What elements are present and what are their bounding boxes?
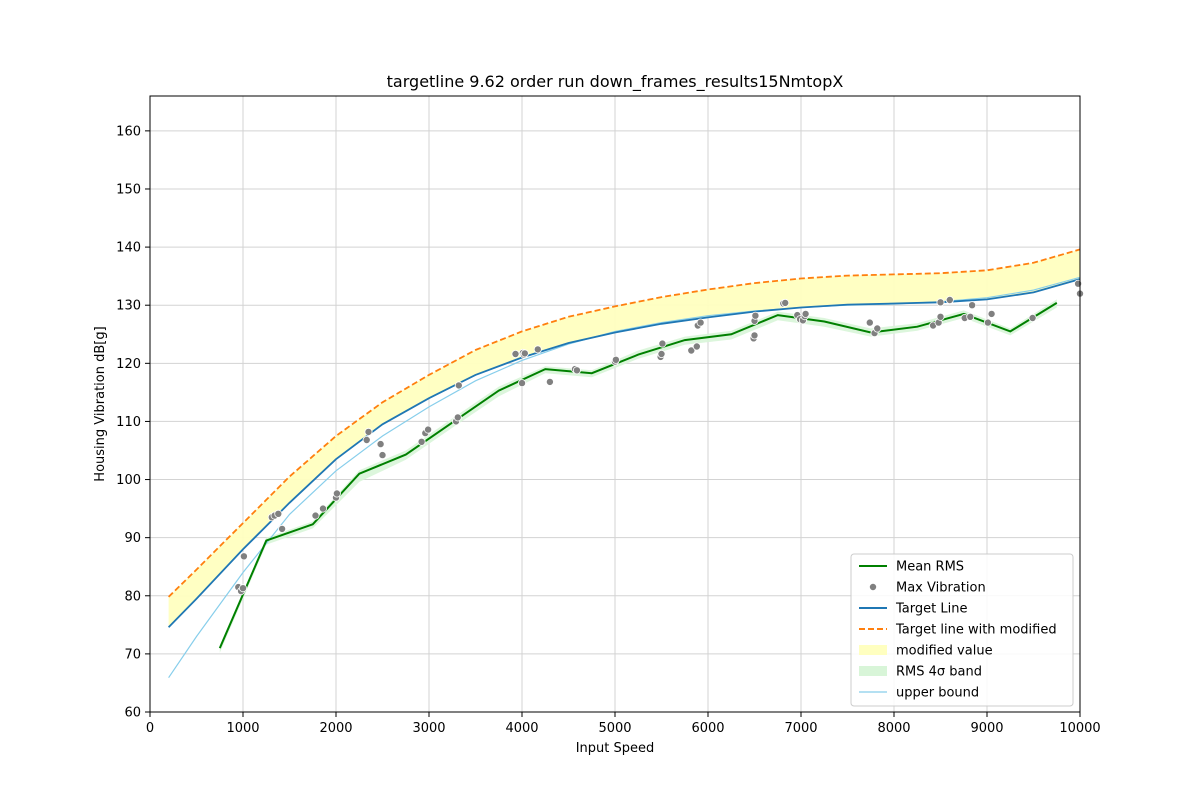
max-vibration-point (936, 298, 945, 307)
bands (168, 249, 1081, 653)
legend-swatch-patch (859, 645, 887, 655)
x-tick-label: 5000 (598, 721, 631, 736)
max-vibration-point (545, 377, 554, 386)
y-tick-label: 140 (116, 241, 141, 256)
x-tick-label: 1000 (226, 721, 259, 736)
max-vibration-point (518, 379, 527, 388)
max-vibration-point (332, 489, 341, 498)
modified-value-band (168, 249, 1081, 628)
y-tick-label: 60 (124, 706, 141, 721)
x-tick-label: 10000 (1059, 721, 1100, 736)
max-vibration-point (1028, 313, 1037, 322)
legend-label: Max Vibration (896, 581, 986, 596)
max-vibration-point (511, 349, 520, 358)
legend-swatch-marker (869, 583, 878, 592)
max-vibration-point (318, 504, 327, 513)
max-vibration-point (987, 309, 996, 318)
y-tick-label: 90 (124, 531, 141, 546)
x-tick-label: 2000 (319, 721, 352, 736)
x-tick-label: 9000 (970, 721, 1003, 736)
mean-rms-line (218, 302, 1058, 649)
x-tick-label: 7000 (784, 721, 817, 736)
max-vibration-point (968, 301, 977, 310)
x-tick-label: 0 (146, 721, 154, 736)
legend: Mean RMS Max Vibration Target Line Target l… (850, 553, 1074, 707)
max-vibration-point (696, 318, 705, 327)
x-tick-label: 8000 (877, 721, 910, 736)
chart-title: targetline 9.62 order run down_frames_re… (387, 72, 844, 92)
max-vibration-point (1074, 279, 1083, 288)
y-tick-label: 130 (116, 299, 141, 314)
legend-label: Target line with modified (895, 623, 1057, 638)
max-vibration-point (658, 339, 667, 348)
max-vibration-point (453, 413, 462, 422)
y-tick-label: 100 (116, 473, 141, 488)
max-vibration-point (945, 295, 954, 304)
y-tick-label: 70 (124, 647, 141, 662)
legend-label: modified value (896, 644, 993, 659)
max-vibration-point (657, 349, 666, 358)
max-vibration-point (311, 511, 320, 520)
y-tick-label: 110 (116, 415, 141, 430)
max-vibration-point (362, 435, 371, 444)
max-vibration-point (983, 318, 992, 327)
max-vibration-point (873, 324, 882, 333)
max-vibration-point (364, 427, 373, 436)
target-line-modified (167, 248, 1081, 598)
legend-label: RMS 4σ band (896, 665, 982, 680)
x-axis-ticks: 0 1000 2000 3000 4000 5000 6000 7000 8000 9000 100… (146, 712, 1101, 736)
max-vibration-point (520, 349, 529, 358)
legend-label: upper bound (896, 686, 979, 701)
max-vibration-point (238, 584, 247, 593)
y-axis-label: Housing Vibration dB[g] (93, 326, 108, 481)
legend-box (850, 553, 1074, 707)
legend-label: Target Line (895, 602, 967, 617)
max-vibration-point (750, 331, 759, 340)
max-vibration-point (417, 437, 426, 446)
max-vibration-point (376, 440, 385, 449)
y-tick-label: 120 (116, 357, 141, 372)
x-tick-label: 3000 (412, 721, 445, 736)
y-axis-ticks: 60 70 80 90 100 110 120 130 140 150 160 (116, 124, 150, 721)
max-vibration-point (454, 381, 463, 390)
max-vibration-point (801, 309, 810, 318)
max-vibration-point (687, 346, 696, 355)
legend-label: Mean RMS (896, 560, 964, 575)
lines (167, 248, 1081, 679)
y-tick-label: 80 (124, 589, 141, 604)
max-vibration-point (966, 312, 975, 321)
max-vibration-point (424, 425, 433, 434)
max-vibration-point (781, 298, 790, 307)
max-vibration-point (533, 345, 542, 354)
scatter-points (234, 279, 1085, 596)
max-vibration-point (936, 312, 945, 321)
max-vibration-point (274, 509, 283, 518)
max-vibration-point (611, 355, 620, 364)
max-vibration-point (692, 342, 701, 351)
y-tick-label: 150 (116, 182, 141, 197)
x-tick-label: 6000 (691, 721, 724, 736)
max-vibration-point (378, 451, 387, 460)
max-vibration-point (751, 311, 760, 320)
max-vibration-point (239, 552, 248, 561)
target-line (167, 278, 1081, 628)
x-axis-label: Input Speed (576, 741, 655, 756)
max-vibration-point (278, 524, 287, 533)
legend-swatch-patch (859, 666, 887, 676)
max-vibration-point (572, 366, 581, 375)
x-tick-label: 4000 (505, 721, 538, 736)
y-tick-label: 160 (116, 124, 141, 139)
max-vibration-point (865, 318, 874, 327)
